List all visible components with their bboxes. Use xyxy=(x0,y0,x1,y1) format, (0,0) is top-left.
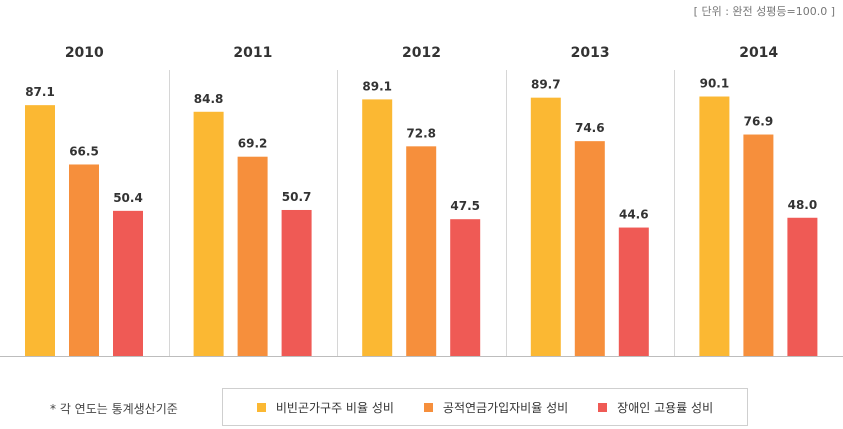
data-label-2011-series-1: 84.8 xyxy=(194,92,224,106)
unit-label: [ 단위 : 완전 성평등=100.0 ] xyxy=(693,5,835,18)
legend-label: 비빈곤가구주 비율 성비 xyxy=(275,400,394,415)
bar-2013-series-3 xyxy=(618,227,649,356)
bar-2011-series-3 xyxy=(281,209,312,356)
bar-2012-series-2 xyxy=(406,146,437,356)
bar-2014-series-3 xyxy=(787,217,818,356)
bar-2011-series-1 xyxy=(193,111,224,356)
data-label-2012-series-2: 72.8 xyxy=(406,126,436,140)
legend-swatch xyxy=(598,402,608,412)
bar-2013-series-2 xyxy=(574,141,605,356)
legend-swatch xyxy=(423,402,433,412)
data-label-2010-series-3: 50.4 xyxy=(113,191,143,205)
legend-item-2: 공적연금가입자비율 성비 xyxy=(423,399,569,416)
data-label-2011-series-2: 69.2 xyxy=(238,137,268,151)
data-label-2010-series-1: 87.1 xyxy=(25,85,55,99)
bar-2010-series-2 xyxy=(69,164,99,356)
category-label-2010: 2010 xyxy=(65,45,104,61)
legend-label: 장애인 고용률 성비 xyxy=(617,400,714,415)
category-label-2014: 2014 xyxy=(739,45,778,61)
bar-2014-series-2 xyxy=(743,134,774,356)
bar-chart: 2010 87.1 66.5 50.4 2011 84.8 69.2 50.7 2012 89.1… xyxy=(0,45,843,357)
data-label-2014-series-2: 76.9 xyxy=(744,115,774,129)
category-label-2013: 2013 xyxy=(571,45,610,61)
legend-swatch xyxy=(256,402,266,412)
legend-item-3: 장애인 고용률 성비 xyxy=(598,399,713,416)
bar-2012-series-1 xyxy=(362,99,393,356)
chart-legend: 비빈곤가구주 비율 성비 공적연금가입자비율 성비 장애인 고용률 성비 xyxy=(222,388,748,426)
bar-2010-series-1 xyxy=(25,105,55,356)
bar-2011-series-2 xyxy=(237,156,268,356)
data-label-2011-series-3: 50.7 xyxy=(282,190,312,204)
bar-2014-series-1 xyxy=(699,96,730,357)
bar-2010-series-3 xyxy=(113,210,143,356)
data-label-2014-series-1: 90.1 xyxy=(700,77,730,91)
data-label-2013-series-2: 74.6 xyxy=(575,121,605,135)
data-label-2013-series-1: 89.7 xyxy=(531,78,561,92)
data-label-2010-series-2: 66.5 xyxy=(69,144,99,158)
bar-2012-series-3 xyxy=(450,219,481,356)
category-label-2012: 2012 xyxy=(402,45,441,61)
bar-2013-series-1 xyxy=(530,97,561,356)
data-label-2012-series-1: 89.1 xyxy=(362,79,392,93)
category-label-2011: 2011 xyxy=(233,45,272,61)
legend-item-1: 비빈곤가구주 비율 성비 xyxy=(256,399,394,416)
data-label-2014-series-3: 48.0 xyxy=(788,198,818,212)
data-label-2013-series-3: 44.6 xyxy=(619,208,649,222)
legend-label: 공적연금가입자비율 성비 xyxy=(442,400,569,415)
data-label-2012-series-3: 47.5 xyxy=(450,199,480,213)
footnote: * 각 연도는 통계생산기준 xyxy=(50,402,178,416)
